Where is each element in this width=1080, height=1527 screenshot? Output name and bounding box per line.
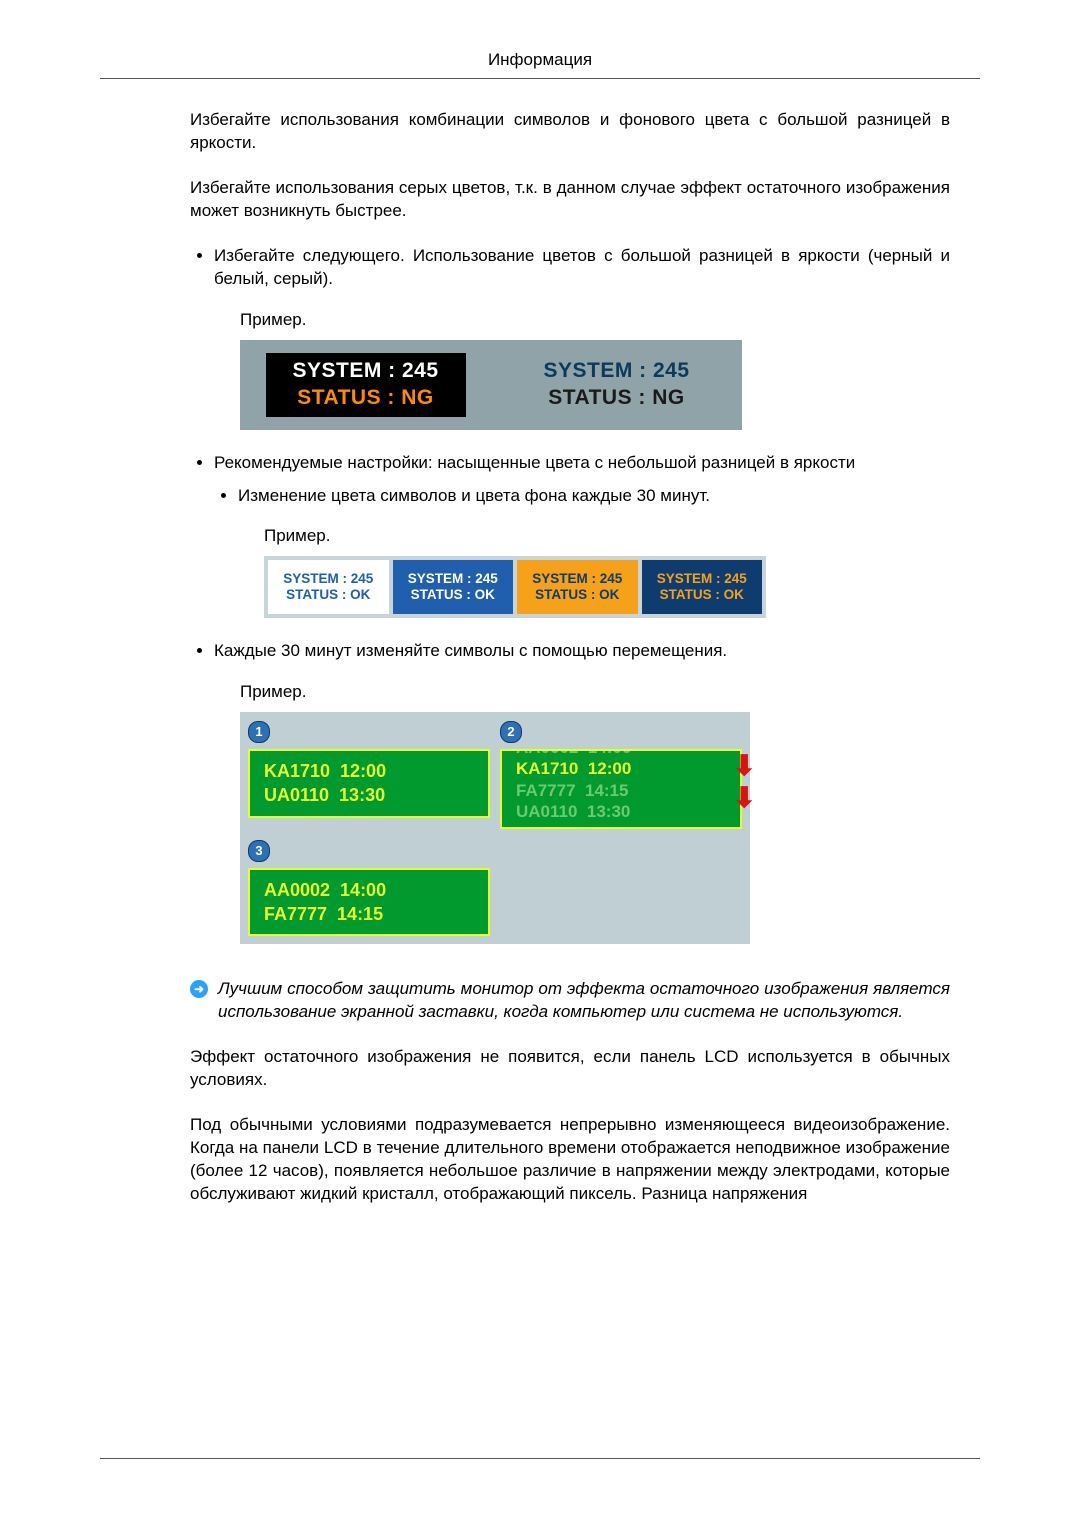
content-area: Избегайте использования комбинации симво… <box>190 109 950 1206</box>
example-3-label: Пример. <box>240 681 950 704</box>
example-2-figure: SYSTEM : 245 STATUS : OK SYSTEM : 245 ST… <box>264 556 766 618</box>
bullet-2-sub-text: Изменение цвета символов и цвета фона ка… <box>238 485 950 508</box>
panel-2-scroll-line: AA0002 14:00 <box>516 749 726 758</box>
header-rule <box>100 78 980 79</box>
example-1-right-line2: STATUS : NG <box>548 385 685 411</box>
panel-2-scroll-line: KA1710 12:00 <box>516 758 726 779</box>
example-1-left-panel: SYSTEM : 245 STATUS : NG <box>266 353 466 417</box>
example-3-col-2: 2 AA0002 14:00KA1710 12:00FA7777 14:15UA… <box>500 720 742 829</box>
example-2-cell-3: SYSTEM : 245 STATUS : OK <box>517 560 638 614</box>
tail-paragraph-1: Эффект остаточного изображения не появит… <box>190 1046 950 1092</box>
bullet-move-symbols: Каждые 30 минут изменяйте символы с помо… <box>214 640 950 944</box>
panel-2-scroll-line: FA7777 14:15 <box>516 780 726 801</box>
badge-2: 2 <box>500 721 522 743</box>
bullet-2-intro: Рекомендуемые настройки: насыщенные цвет… <box>214 452 950 475</box>
panel-1-line-1: KA1710 12:00 <box>264 761 386 781</box>
example-3-col-3: 3 AA0002 14:00 FA7777 14:15 <box>248 839 490 936</box>
panel-2-scroll-line: UA0110 13:30 <box>516 801 726 822</box>
example-1-label: Пример. <box>240 309 950 332</box>
tip-arrow-icon: ➜ <box>190 980 208 998</box>
example-2-cell-1: SYSTEM : 245 STATUS : OK <box>268 560 389 614</box>
intro-paragraph-1: Избегайте использования комбинации симво… <box>190 109 950 155</box>
badge-1: 1 <box>248 721 270 743</box>
example-2-cell-1-line1: SYSTEM : 245 <box>283 571 373 588</box>
tail-paragraph-2: Под обычными условиями подразумевается н… <box>190 1114 950 1206</box>
example-1-left-cell: SYSTEM : 245 STATUS : NG <box>240 340 491 430</box>
scroll-arrow-down-1: ⬇ <box>733 752 756 780</box>
intro-paragraph-2: Избегайте использования серых цветов, т.… <box>190 177 950 223</box>
example-1-right-panel: SYSTEM : 245 STATUS : NG <box>517 353 717 417</box>
bullet-2-sublist: Изменение цвета символов и цвета фона ка… <box>214 485 950 619</box>
footer-rule <box>100 1458 980 1459</box>
example-3-figure: 1 KA1710 12:00 UA0110 13:30 2 AA0002 14:… <box>240 712 750 944</box>
example-1-left-line2: STATUS : NG <box>297 385 434 411</box>
example-1-right-line1: SYSTEM : 245 <box>543 358 689 384</box>
example-2-cell-3-line2: STATUS : OK <box>535 587 619 604</box>
example-1-figure: SYSTEM : 245 STATUS : NG SYSTEM : 245 ST… <box>240 340 742 430</box>
example-2-cell-2-line2: STATUS : OK <box>411 587 495 604</box>
tip-block: ➜ Лучшим способом защитить монитор от эф… <box>190 978 950 1024</box>
bullet-avoid-high-contrast: Избегайте следующего. Использование цвет… <box>214 245 950 430</box>
panel-3-line-1: AA0002 14:00 <box>264 880 386 900</box>
example-2-cell-4-line2: STATUS : OK <box>660 587 744 604</box>
panel-1: KA1710 12:00 UA0110 13:30 <box>248 749 490 818</box>
bullet-recommended-settings: Рекомендуемые настройки: насыщенные цвет… <box>214 452 950 619</box>
panel-3: AA0002 14:00 FA7777 14:15 <box>248 868 490 937</box>
scroll-arrow-down-2: ⬇ <box>733 784 756 812</box>
example-1-right-cell: SYSTEM : 245 STATUS : NG <box>491 340 742 430</box>
panel-3-line-2: FA7777 14:15 <box>264 904 383 924</box>
badge-3: 3 <box>248 840 270 862</box>
panel-2-scrolling: AA0002 14:00KA1710 12:00FA7777 14:15UA01… <box>500 749 742 829</box>
top-bullet-list: Избегайте следующего. Использование цвет… <box>190 245 950 945</box>
bullet-1-text: Избегайте следующего. Использование цвет… <box>214 245 950 291</box>
example-2-cell-1-line2: STATUS : OK <box>286 587 370 604</box>
panel-1-line-2: UA0110 13:30 <box>264 785 385 805</box>
example-2-cell-3-line1: SYSTEM : 245 <box>532 571 622 588</box>
bullet-3-intro: Каждые 30 минут изменяйте символы с помо… <box>214 640 950 663</box>
example-2-cell-4-line1: SYSTEM : 245 <box>657 571 747 588</box>
page-header-title: Информация <box>100 50 980 78</box>
example-2-cell-2: SYSTEM : 245 STATUS : OK <box>393 560 514 614</box>
page: Информация Избегайте использования комби… <box>0 0 1080 1527</box>
example-1-left-line1: SYSTEM : 245 <box>292 358 438 384</box>
example-2-cell-4: SYSTEM : 245 STATUS : OK <box>642 560 763 614</box>
example-2-label: Пример. <box>264 525 950 548</box>
bullet-2-sub-change-colors: Изменение цвета символов и цвета фона ка… <box>238 485 950 619</box>
tip-text: Лучшим способом защитить монитор от эффе… <box>218 978 950 1024</box>
example-3-col-1: 1 KA1710 12:00 UA0110 13:30 <box>248 720 490 829</box>
example-2-cell-2-line1: SYSTEM : 245 <box>408 571 498 588</box>
